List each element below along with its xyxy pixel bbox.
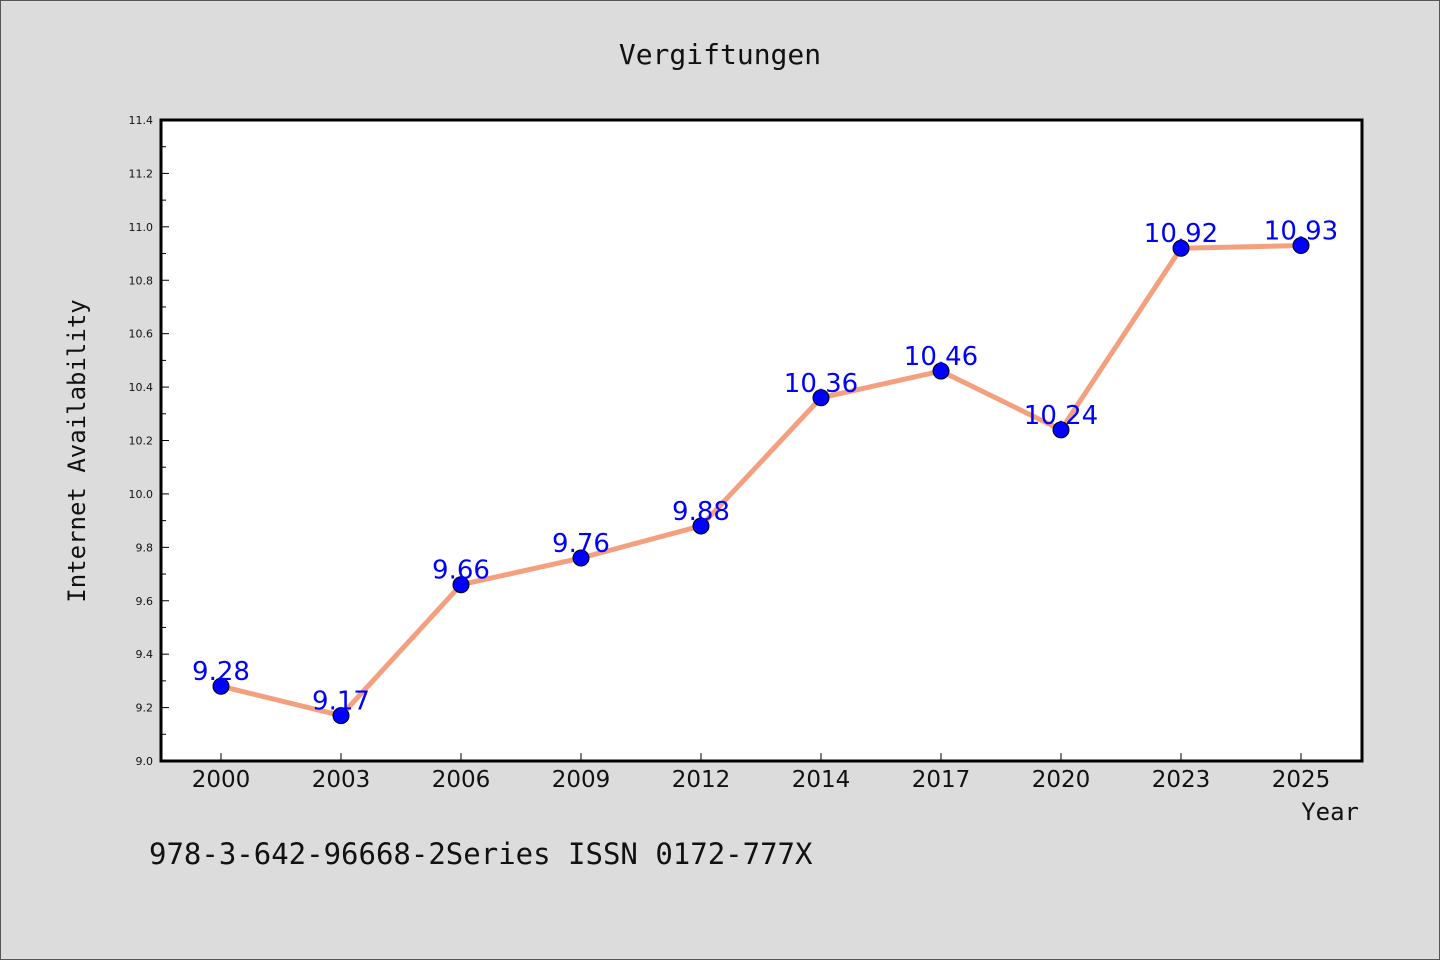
data-point <box>932 362 950 380</box>
data-labels: 9.28 9.17 9.66 9.76 9.88 10.36 10.46 10.24 10.92… <box>192 217 1338 717</box>
data-label: 9.88 <box>672 497 730 527</box>
y-axis: 9.0 9.2 9.4 9.6 9.8 10.0 10.2 10.4 10.6 10.8 11.0 1… <box>129 114 169 768</box>
y-tick-label: 10.8 <box>129 274 154 287</box>
series-layer <box>212 237 1310 725</box>
y-axis-label: Internet Availability <box>63 299 91 602</box>
x-tick-label: 2023 <box>1152 767 1211 793</box>
y-tick-label: 11.0 <box>129 221 154 234</box>
x-axis-label: Year <box>1301 798 1359 826</box>
data-point <box>1292 237 1310 255</box>
data-point <box>812 389 830 407</box>
y-tick-label: 10.2 <box>129 435 154 448</box>
data-label: 10.92 <box>1144 219 1218 249</box>
x-tick-label: 2017 <box>912 767 971 793</box>
x-axis: 2000 2003 2006 2009 2012 2014 2017 2020 2023 2025 <box>192 753 1331 793</box>
y-tick-label: 11.4 <box>129 114 154 127</box>
data-label: 9.28 <box>192 657 250 687</box>
x-tick-label: 2020 <box>1032 767 1091 793</box>
x-tick-label: 2009 <box>552 767 611 793</box>
plot-area <box>159 118 1364 763</box>
data-point <box>212 677 230 695</box>
y-tick-label: 10.4 <box>129 381 154 394</box>
y-tick-label: 11.2 <box>129 167 154 180</box>
x-tick-label: 2014 <box>792 767 851 793</box>
data-point <box>332 707 350 725</box>
footer-text: 978-3-642-96668-2Series ISSN 0172-777X <box>149 837 813 871</box>
data-point <box>572 549 590 567</box>
x-tick-label: 2012 <box>672 767 731 793</box>
data-point <box>1052 421 1070 439</box>
x-tick-label: 2003 <box>312 767 371 793</box>
data-label: 9.76 <box>552 529 610 559</box>
x-tick-label: 2000 <box>192 767 251 793</box>
data-point <box>452 576 470 594</box>
y-tick-label: 10.0 <box>129 488 154 501</box>
y-tick-label: 9.0 <box>136 755 154 768</box>
data-label: 10.24 <box>1024 401 1098 431</box>
data-label: 9.66 <box>432 556 490 586</box>
data-label: 10.36 <box>784 369 858 399</box>
data-point <box>692 517 710 535</box>
data-label: 10.93 <box>1264 217 1338 247</box>
data-label: 9.17 <box>312 687 370 717</box>
y-tick-label: 9.2 <box>136 702 154 715</box>
data-point <box>1172 239 1190 257</box>
y-tick-label: 9.4 <box>136 648 154 661</box>
y-tick-label: 9.8 <box>136 541 154 554</box>
data-label: 10.46 <box>904 342 978 372</box>
y-tick-label: 10.6 <box>129 328 154 341</box>
chart-title: Vergiftungen <box>619 38 821 71</box>
y-tick-label: 9.6 <box>136 595 154 608</box>
x-tick-label: 2025 <box>1272 767 1331 793</box>
series-line <box>220 243 1302 719</box>
x-tick-label: 2006 <box>432 767 491 793</box>
